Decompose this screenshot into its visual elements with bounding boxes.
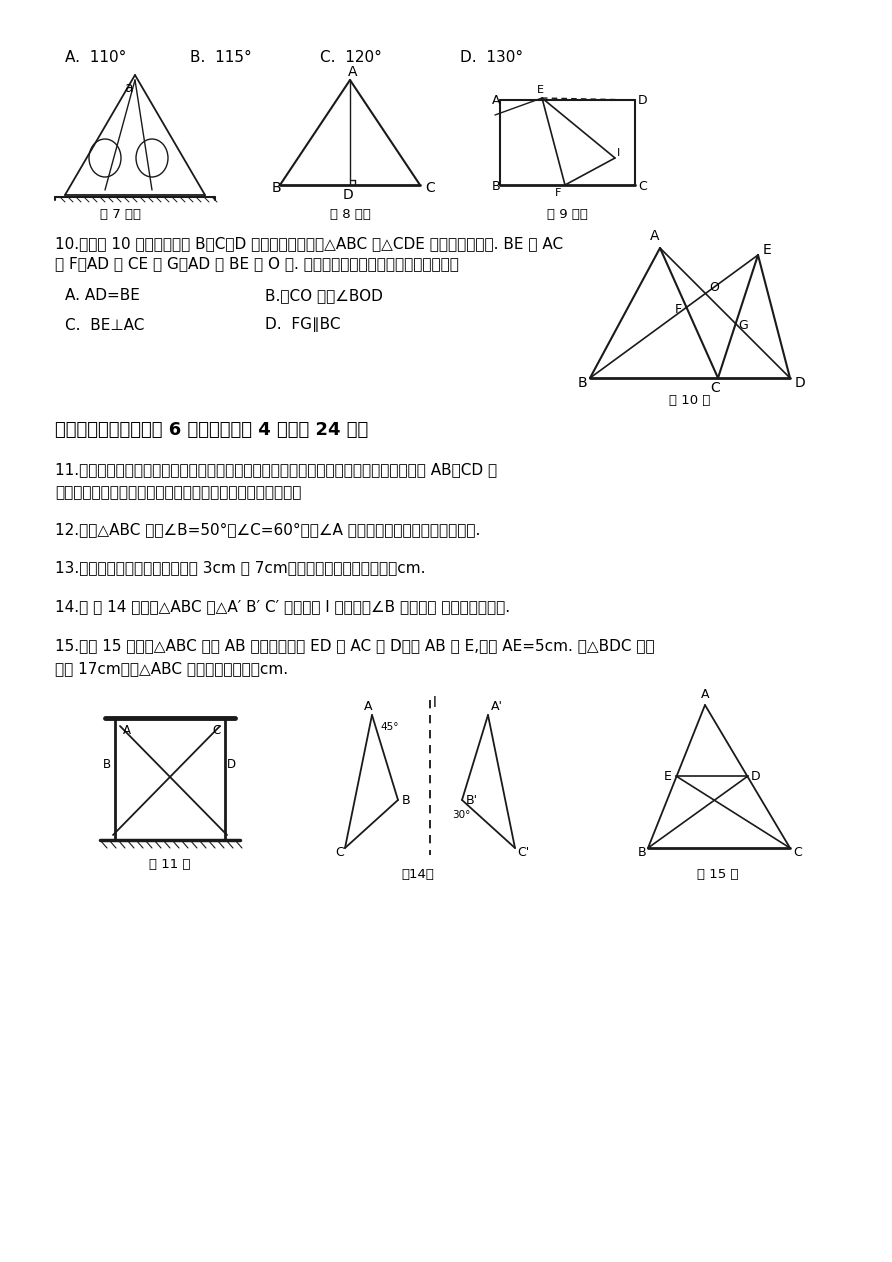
Text: B: B: [103, 758, 112, 771]
Text: C: C: [793, 847, 802, 859]
Text: E: E: [664, 770, 672, 782]
Text: F: F: [674, 303, 681, 316]
Text: 10.　如第 10 题图，已知点 B、C、D 在同一条直线上，△ABC 和△CDE 都是等边三角形. BE 交 AC: 10. 如第 10 题图，已知点 B、C、D 在同一条直线上，△ABC 和△CD…: [55, 236, 563, 251]
Text: 二、填空题（本大题共 6 小题，每小题 4 分，共 24 分）: 二、填空题（本大题共 6 小题，每小题 4 分，共 24 分）: [55, 422, 368, 439]
Text: O: O: [709, 281, 719, 294]
Text: D: D: [751, 770, 761, 782]
Text: A: A: [701, 689, 709, 702]
Text: C: C: [335, 847, 343, 859]
Text: A. AD=BE: A. AD=BE: [65, 289, 140, 303]
Text: C: C: [425, 180, 434, 196]
Text: A.  110°: A. 110°: [65, 50, 127, 66]
Text: I: I: [617, 148, 620, 158]
Text: C.  120°: C. 120°: [320, 50, 382, 66]
Text: D: D: [343, 188, 353, 202]
Text: D.  FG∥BC: D. FG∥BC: [265, 318, 341, 332]
Text: B.　CO 平分∠BOD: B. CO 平分∠BOD: [265, 289, 383, 303]
Text: C: C: [638, 180, 647, 193]
Text: 13.　等腰三角形的两边长分别是 3cm 和 7cm，则其周长为＿＿＿＿＿＿cm.: 13. 等腰三角形的两边长分别是 3cm 和 7cm，则其周长为＿＿＿＿＿＿cm…: [55, 560, 425, 575]
Text: B.  115°: B. 115°: [190, 50, 252, 66]
Text: 第14题: 第14题: [401, 868, 434, 881]
Text: B': B': [466, 794, 478, 806]
Text: F: F: [555, 188, 561, 198]
Text: C.  BE⊥AC: C. BE⊥AC: [65, 318, 145, 332]
Text: 第 8 题图: 第 8 题图: [329, 208, 370, 222]
Text: 第 15 题: 第 15 题: [698, 868, 739, 881]
Text: A: A: [348, 66, 358, 80]
Text: A: A: [492, 93, 500, 106]
Text: 根木条），这样做根据的数学知识是＿＿＿＿＿＿＿＿＿＿。: 根木条），这样做根据的数学知识是＿＿＿＿＿＿＿＿＿＿。: [55, 486, 301, 501]
Text: D.  130°: D. 130°: [460, 50, 523, 66]
Text: 12.　在△ABC 中，∠B=50°，∠C=60°，则∠A 的度数是＿＿＿＿＿＿＿＿＿度.: 12. 在△ABC 中，∠B=50°，∠C=60°，则∠A 的度数是＿＿＿＿＿＿…: [55, 522, 481, 538]
Text: G: G: [739, 319, 748, 332]
Text: D: D: [795, 376, 805, 390]
Text: 45°: 45°: [380, 722, 399, 732]
Text: B: B: [638, 847, 647, 859]
Text: D: D: [638, 93, 648, 106]
Text: C: C: [710, 381, 720, 395]
Text: B: B: [402, 794, 410, 806]
Text: l: l: [433, 697, 437, 711]
Text: 第 11 题: 第 11 题: [149, 858, 191, 872]
Text: 11.　工人师傅在做完门框后，为防止变形，经常如图所示钉上两条斜拉的木条（即图中的 AB、CD 两: 11. 工人师傅在做完门框后，为防止变形，经常如图所示钉上两条斜拉的木条（即图中…: [55, 462, 497, 477]
Text: E: E: [763, 244, 772, 257]
Text: 30°: 30°: [452, 810, 470, 820]
Text: B: B: [492, 180, 500, 193]
Text: 第 7 题图: 第 7 题图: [100, 208, 141, 222]
Text: E: E: [537, 85, 544, 95]
Text: B: B: [578, 376, 588, 390]
Text: C': C': [517, 847, 529, 859]
Text: 长为 17cm，则△ABC 的周长是＿＿＿＿cm.: 长为 17cm，则△ABC 的周长是＿＿＿＿cm.: [55, 661, 288, 676]
Text: 15.　如 15 题图，△ABC 中作 AB 的垂直平分线 ED 交 AC 于 D，交 AB 于 E,已知 AE=5cm. 若△BDC 的周: 15. 如 15 题图，△ABC 中作 AB 的垂直平分线 ED 交 AC 于 …: [55, 639, 655, 654]
Text: D: D: [227, 758, 236, 771]
Text: B: B: [272, 180, 282, 196]
Text: a: a: [124, 81, 132, 95]
Text: 第 10 题: 第 10 题: [669, 394, 711, 406]
Text: A: A: [650, 228, 660, 244]
Text: A': A': [491, 700, 503, 713]
Text: 14.　 如 14 题图，△ABC 与△A′ B′ C′ 关于直线 l 对称，则∠B 的度数为 ＿＿＿＿＿＿度.: 14. 如 14 题图，△ABC 与△A′ B′ C′ 关于直线 l 对称，则∠…: [55, 599, 510, 615]
Text: 于 F，AD 交 CE 于 G，AD 交 BE 于 O 点. 则下列结论中不一定正确的是（　　）: 于 F，AD 交 CE 于 G，AD 交 BE 于 O 点. 则下列结论中不一定…: [55, 256, 458, 271]
Text: A: A: [364, 700, 372, 713]
Text: 第 9 题图: 第 9 题图: [547, 208, 588, 222]
Text: C: C: [212, 724, 220, 737]
Text: A: A: [123, 724, 131, 737]
